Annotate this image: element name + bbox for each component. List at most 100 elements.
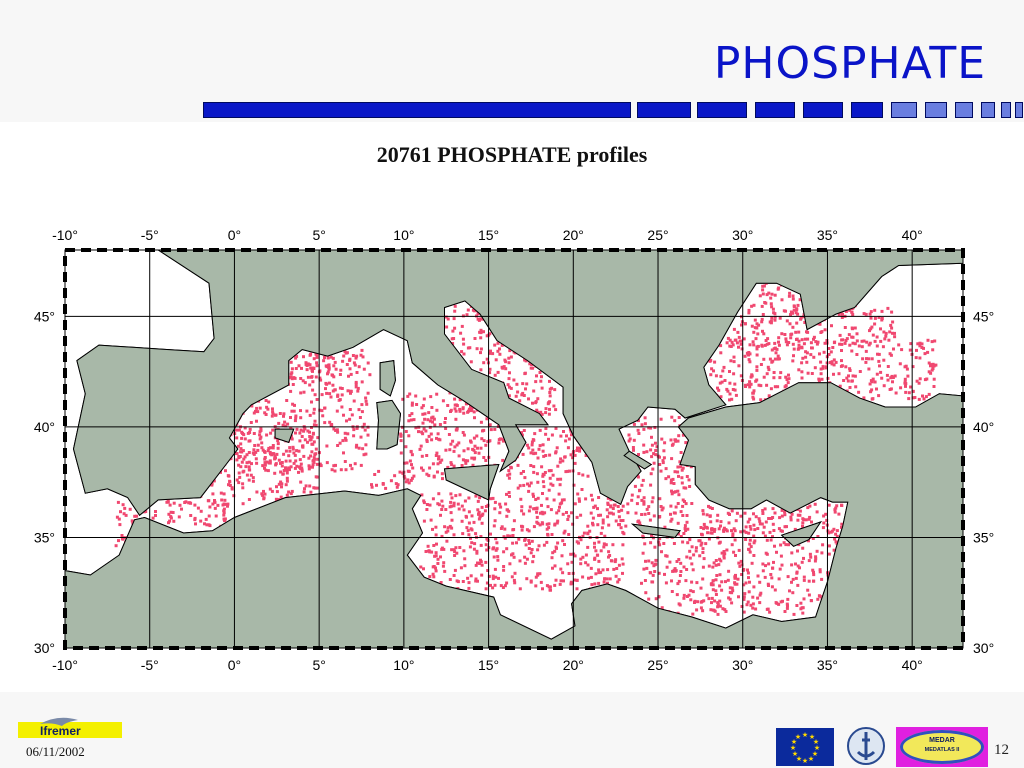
profile-point xyxy=(714,374,718,378)
profile-point xyxy=(728,597,732,601)
profile-point xyxy=(425,454,429,457)
profile-point xyxy=(508,371,511,375)
profile-point xyxy=(326,364,330,368)
profile-point xyxy=(575,578,579,582)
profile-point xyxy=(476,508,480,512)
profile-point xyxy=(761,284,765,288)
profile-point xyxy=(752,534,756,538)
profile-point xyxy=(303,438,307,442)
profile-point xyxy=(354,380,358,384)
profile-point xyxy=(441,564,445,568)
profile-point xyxy=(516,486,520,490)
profile-point xyxy=(871,377,875,381)
profile-point xyxy=(844,365,848,369)
profile-point xyxy=(850,326,854,330)
profile-point xyxy=(311,442,315,446)
profile-point xyxy=(235,436,239,440)
profile-point xyxy=(562,579,565,583)
profile-point xyxy=(522,470,525,473)
profile-point xyxy=(464,461,468,465)
profile-point xyxy=(759,398,763,402)
profile-point xyxy=(710,367,714,371)
profile-point xyxy=(633,484,637,488)
profile-point xyxy=(788,589,791,593)
profile-point xyxy=(512,578,516,582)
profile-point xyxy=(750,324,754,328)
profile-point xyxy=(705,513,709,517)
profile-point xyxy=(676,489,680,493)
profile-point xyxy=(473,337,477,340)
profile-point xyxy=(764,339,768,342)
profile-point xyxy=(463,557,467,561)
profile-point xyxy=(791,311,795,315)
longitude-label-bottom: -10° xyxy=(52,657,78,673)
profile-point xyxy=(436,462,440,466)
page-number: 12 xyxy=(994,742,1009,758)
profile-point xyxy=(561,539,565,543)
profile-point xyxy=(855,339,859,343)
profile-point xyxy=(450,496,454,500)
profile-point xyxy=(476,561,479,565)
profile-point xyxy=(494,575,498,579)
profile-point xyxy=(916,342,920,346)
profile-point xyxy=(484,459,488,462)
profile-point xyxy=(676,439,680,443)
profile-point xyxy=(743,322,747,326)
profile-point xyxy=(533,432,537,436)
bar-segment xyxy=(955,102,973,118)
profile-point xyxy=(830,324,833,328)
profile-point xyxy=(450,526,454,530)
profile-point xyxy=(314,375,318,379)
profile-point xyxy=(450,518,454,522)
profile-point xyxy=(645,566,649,570)
profile-point xyxy=(479,535,483,538)
profile-point xyxy=(760,344,764,348)
profile-point xyxy=(263,457,267,461)
profile-point xyxy=(555,521,559,525)
profile-point xyxy=(285,476,289,480)
profile-point xyxy=(729,359,733,363)
profile-point xyxy=(444,315,448,319)
profile-point xyxy=(540,412,544,416)
profile-point xyxy=(763,534,767,538)
profile-point xyxy=(292,461,296,465)
profile-point xyxy=(541,443,545,447)
profile-point xyxy=(258,433,262,437)
profile-point xyxy=(431,497,435,501)
profile-point xyxy=(558,460,562,464)
profile-point xyxy=(525,577,529,581)
profile-point xyxy=(235,428,238,432)
bar-segment xyxy=(1001,102,1011,118)
profile-point xyxy=(654,597,658,601)
profile-point xyxy=(680,468,684,472)
profile-point xyxy=(230,487,234,491)
profile-point xyxy=(732,360,736,364)
profile-point xyxy=(444,530,448,534)
profile-point xyxy=(436,502,440,506)
profile-point xyxy=(653,545,657,549)
profile-point xyxy=(462,449,466,453)
profile-point xyxy=(290,489,294,493)
profile-point xyxy=(710,601,713,605)
profile-point xyxy=(456,580,460,584)
profile-point xyxy=(840,525,843,529)
profile-point xyxy=(777,343,781,347)
profile-point xyxy=(740,605,744,608)
profile-point xyxy=(420,454,424,458)
profile-point xyxy=(733,538,737,542)
profile-point xyxy=(326,356,330,360)
profile-point xyxy=(723,608,727,612)
profile-point xyxy=(807,593,811,597)
profile-point xyxy=(641,551,645,555)
profile-point xyxy=(444,417,447,420)
profile-point xyxy=(869,310,873,314)
profile-point xyxy=(752,512,755,516)
profile-point xyxy=(531,448,535,452)
profile-point xyxy=(927,370,931,374)
profile-point xyxy=(502,565,506,568)
map-title: 20761 PHOSPHATE profiles xyxy=(376,142,648,167)
profile-point xyxy=(715,519,719,523)
profile-point xyxy=(787,373,790,377)
profile-point xyxy=(559,477,563,481)
profile-point xyxy=(431,462,435,466)
